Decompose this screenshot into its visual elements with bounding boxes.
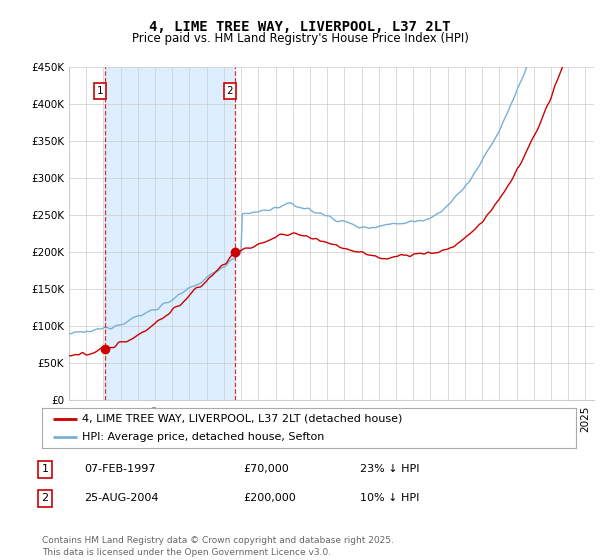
Text: HPI: Average price, detached house, Sefton: HPI: Average price, detached house, Seft…: [82, 432, 325, 442]
Text: 4, LIME TREE WAY, LIVERPOOL, L37 2LT: 4, LIME TREE WAY, LIVERPOOL, L37 2LT: [149, 20, 451, 34]
Text: £70,000: £70,000: [243, 464, 289, 474]
Text: 1: 1: [41, 464, 49, 474]
Text: 2: 2: [227, 86, 233, 96]
Text: 07-FEB-1997: 07-FEB-1997: [84, 464, 155, 474]
Text: £200,000: £200,000: [243, 493, 296, 503]
Text: Price paid vs. HM Land Registry's House Price Index (HPI): Price paid vs. HM Land Registry's House …: [131, 32, 469, 45]
Text: 25-AUG-2004: 25-AUG-2004: [84, 493, 158, 503]
Text: 4, LIME TREE WAY, LIVERPOOL, L37 2LT (detached house): 4, LIME TREE WAY, LIVERPOOL, L37 2LT (de…: [82, 414, 403, 423]
Text: 1: 1: [97, 86, 103, 96]
Text: 23% ↓ HPI: 23% ↓ HPI: [360, 464, 419, 474]
Bar: [105, 67, 235, 400]
Text: 2: 2: [41, 493, 49, 503]
Text: Contains HM Land Registry data © Crown copyright and database right 2025.
This d: Contains HM Land Registry data © Crown c…: [42, 536, 394, 557]
Text: 10% ↓ HPI: 10% ↓ HPI: [360, 493, 419, 503]
